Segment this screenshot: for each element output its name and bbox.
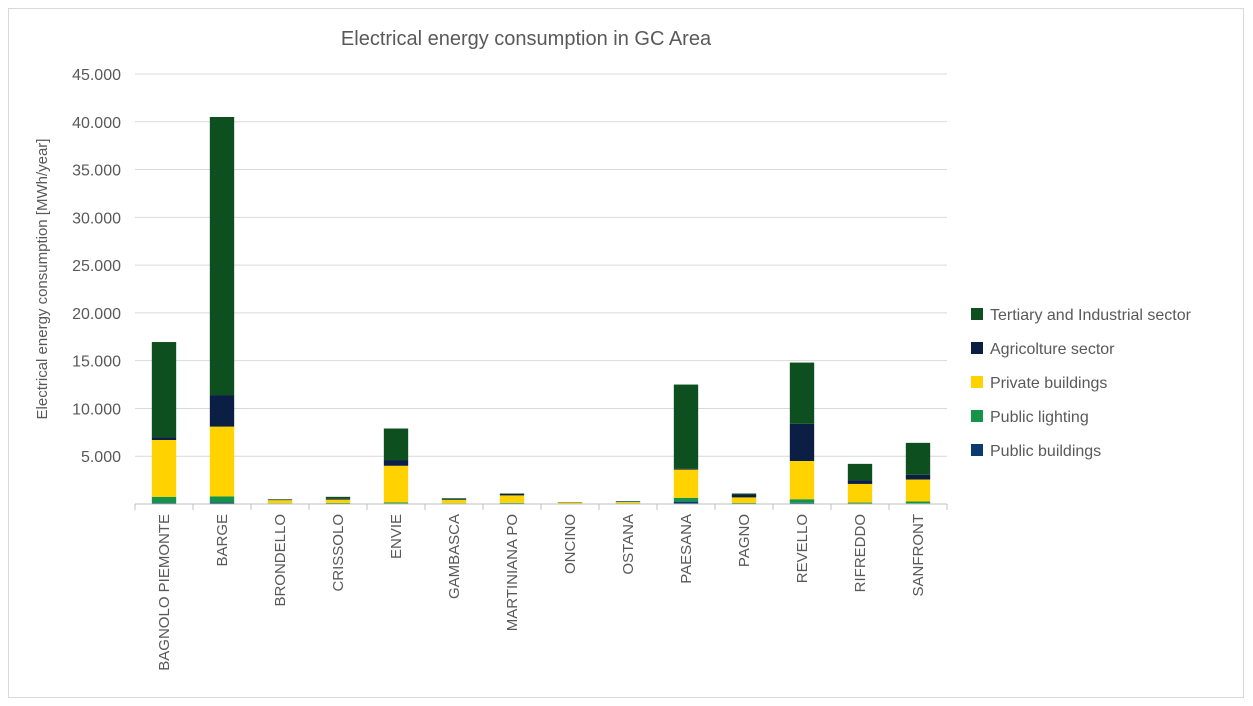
bars: [151, 117, 931, 504]
bar-segment: [151, 437, 177, 440]
bar-segment: [673, 468, 699, 470]
legend-swatch: [971, 444, 983, 456]
x-tick-label: ENVIE: [388, 514, 405, 559]
bar-segment: [731, 494, 757, 498]
bar-segment: [383, 428, 409, 461]
bar-segment: [905, 501, 931, 504]
bar-segment: [789, 461, 815, 500]
bar-segment: [731, 493, 757, 495]
y-tick-label: 25.000: [72, 258, 121, 275]
bar-segment: [383, 460, 409, 466]
bar-segment: [441, 499, 467, 504]
chart-title: Electrical energy consumption in GC Area: [341, 28, 712, 50]
bar-segment: [383, 502, 409, 504]
bar-segment: [847, 483, 873, 503]
bar-segment: [905, 479, 931, 502]
y-tick-label: 45.000: [72, 67, 121, 84]
bar-segment: [789, 499, 815, 503]
x-tick-label: PAGNO: [736, 514, 753, 567]
bar-segment: [151, 439, 177, 497]
legend-label: Private buildings: [990, 375, 1107, 392]
x-tick-label: RIFREDDO: [852, 514, 869, 592]
legend: Tertiary and Industrial sector Agricoltur…: [971, 307, 1192, 460]
bar-segment: [789, 362, 815, 424]
legend-label: Public buildings: [990, 443, 1101, 460]
bar-segment: [325, 502, 351, 504]
bar-segment: [673, 384, 699, 469]
bar-segment: [499, 502, 525, 504]
gridlines: [135, 73, 947, 457]
bar-segment: [325, 499, 351, 503]
legend-label: Public lighting: [990, 409, 1089, 426]
x-tick-labels: BAGNOLO PIEMONTE BARGE BRONDELLO CRISSOLO EN…: [156, 514, 927, 671]
y-tick-labels: 5.000 10.000 15.000 20.000 25.000 30.000 35.00…: [72, 67, 121, 466]
x-tick-label: CRISSOLO: [330, 514, 347, 592]
legend-label: Tertiary and Industrial sector: [990, 307, 1192, 324]
bar-segment: [615, 501, 641, 502]
y-axis-label: Electrical energy consumption [MWh/year]: [34, 139, 51, 420]
x-tick-label: BRONDELLO: [272, 514, 289, 607]
y-tick-label: 10.000: [72, 401, 121, 418]
bar-segment: [209, 117, 235, 396]
bar-segment: [673, 469, 699, 498]
x-tick-label: PAESANA: [678, 514, 695, 584]
bar-segment: [325, 498, 351, 500]
bar-segment: [209, 502, 235, 504]
bar-segment: [325, 496, 351, 499]
x-axis: [134, 503, 948, 510]
bar-segment: [731, 497, 757, 503]
x-tick-label: BARGE: [214, 514, 231, 567]
bar-segment: [267, 500, 293, 504]
x-tick-label: BAGNOLO PIEMONTE: [156, 514, 173, 671]
legend-swatch: [971, 410, 983, 422]
y-tick-label: 15.000: [72, 354, 121, 371]
bar-segment: [789, 502, 815, 504]
bar-segment: [615, 501, 641, 504]
y-tick-label: 20.000: [72, 306, 121, 323]
bar-segment: [673, 497, 699, 502]
bar-segment: [267, 499, 293, 500]
y-tick-label: 35.000: [72, 163, 121, 180]
bar-segment: [209, 496, 235, 503]
legend-swatch: [971, 376, 983, 388]
chart-frame: Electrical energy consumption in GC Area…: [8, 8, 1244, 698]
x-tick-label: MARTINIANA PO: [504, 514, 521, 631]
y-tick-label: 30.000: [72, 210, 121, 227]
legend-swatch: [971, 308, 983, 320]
bar-segment: [441, 498, 467, 500]
bar-segment: [905, 474, 931, 480]
bar-segment: [499, 495, 525, 503]
bar-segment: [847, 480, 873, 484]
bar-segment: [731, 502, 757, 504]
x-tick-label: GAMBASCA: [446, 514, 463, 599]
x-tick-label: ONCINO: [562, 514, 579, 574]
bar-segment: [151, 342, 177, 438]
x-tick-label: SANFRONT: [910, 514, 927, 597]
bar-segment: [209, 395, 235, 427]
bar-segment: [847, 502, 873, 504]
bar-segment: [847, 463, 873, 481]
bar-segment: [789, 423, 815, 461]
bar-segment: [209, 426, 235, 497]
stacked-bar-chart: Electrical energy consumption in GC Area…: [34, 28, 1192, 671]
legend-swatch: [971, 342, 983, 354]
y-tick-label: 40.000: [72, 115, 121, 132]
bar-segment: [499, 493, 525, 496]
bar-segment: [151, 496, 177, 504]
bar-segment: [383, 465, 409, 503]
y-tick-label: 5.000: [81, 449, 121, 466]
x-tick-label: REVELLO: [794, 514, 811, 583]
bar-segment: [673, 501, 699, 504]
bar-segment: [905, 442, 931, 475]
x-tick-label: OSTANA: [620, 514, 637, 575]
bar-segment: [557, 502, 583, 504]
legend-label: Agricolture sector: [990, 341, 1115, 358]
